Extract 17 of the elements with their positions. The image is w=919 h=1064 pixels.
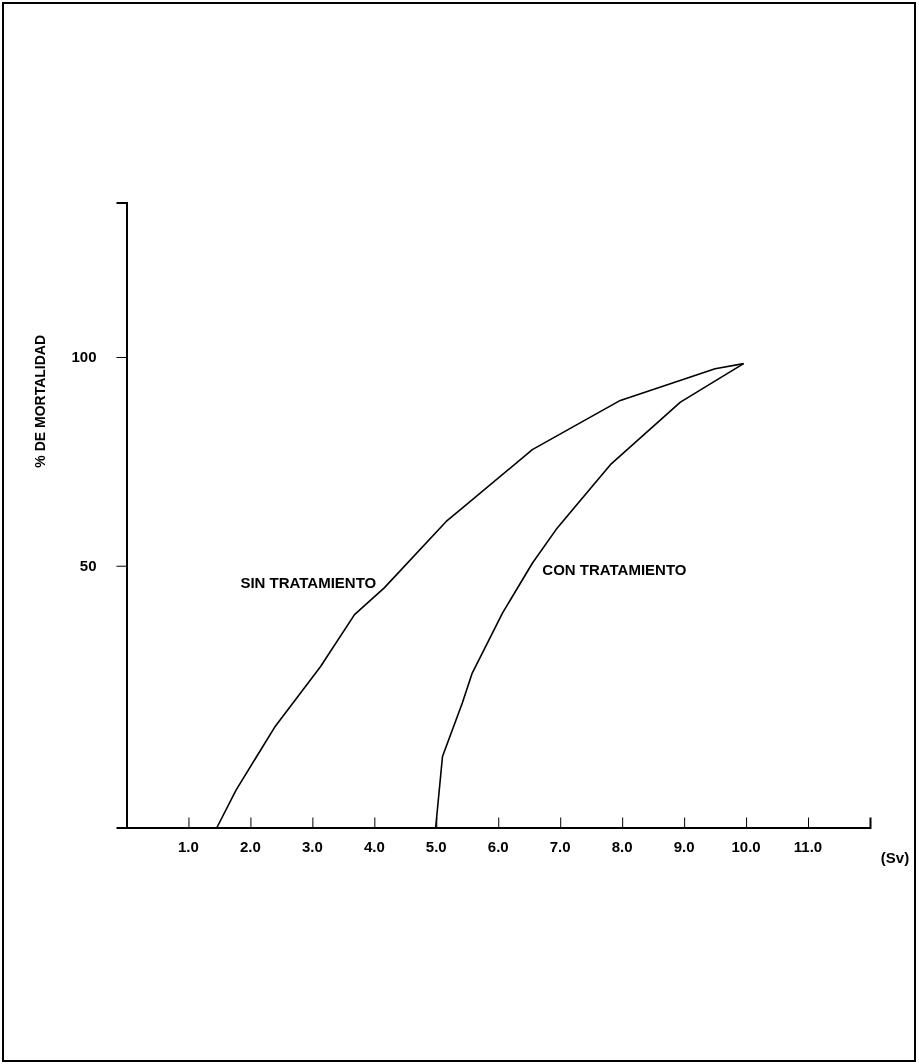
x-tick-label: 5.0: [425, 837, 447, 855]
x-tick-label: 11.0: [793, 837, 823, 855]
x-tick-label: 9.0: [673, 837, 695, 855]
x-tick-label: 2.0: [239, 837, 261, 855]
x-axis-title: (Sv): [880, 848, 910, 866]
x-tick-label: 1.0: [178, 837, 199, 855]
x-tick-label: 8.0: [611, 837, 633, 855]
x-tick-label: 10.0: [731, 837, 761, 855]
x-tick-label: 7.0: [549, 837, 571, 855]
x-tick-label: 3.0: [301, 837, 323, 855]
series-label: SIN TRATAMIENTO: [240, 573, 377, 591]
x-tick-label: 4.0: [363, 837, 385, 855]
y-tick-label: 100: [71, 347, 97, 365]
series-label: CON TRATAMIENTO: [542, 561, 687, 579]
x-tick-label: 6.0: [487, 837, 509, 855]
y-tick-label: 50: [79, 556, 97, 574]
y-axis-title: % DE MORTALIDAD: [32, 334, 48, 468]
